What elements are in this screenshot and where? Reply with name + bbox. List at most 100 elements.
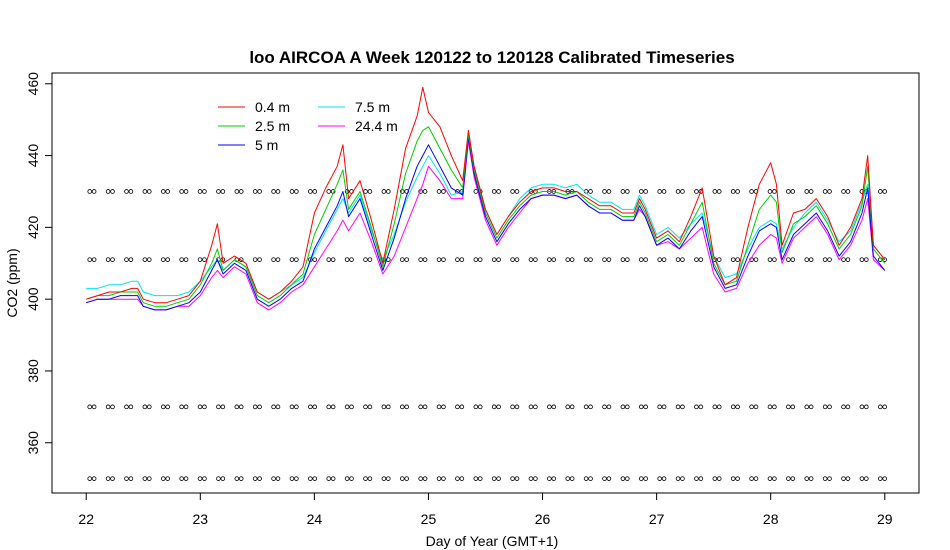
reference-marker	[418, 476, 423, 481]
reference-marker	[675, 257, 681, 262]
x-tick-label: 27	[649, 511, 665, 527]
reference-marker	[602, 476, 607, 481]
reference-marker	[496, 257, 501, 262]
reference-marker	[827, 476, 832, 481]
legend: 0.4 m 2.5 m 5 m 7.5 m 24.4 m	[218, 99, 398, 153]
reference-marker	[275, 257, 281, 262]
y-tick-label: 400	[25, 287, 41, 311]
reference-marker	[477, 257, 483, 262]
reference-marker	[588, 189, 593, 194]
reference-marker	[606, 257, 612, 262]
reference-marker	[330, 404, 336, 410]
reference-marker	[496, 189, 501, 194]
reference-marker	[418, 257, 423, 262]
reference-marker	[661, 404, 667, 410]
x-tick-label: 28	[763, 511, 779, 527]
reference-marker	[661, 476, 667, 481]
reference-marker	[822, 189, 828, 194]
reference-marker	[422, 257, 428, 262]
reference-marker	[712, 189, 718, 194]
reference-marker	[105, 404, 111, 410]
reference-marker	[735, 189, 740, 194]
reference-marker	[165, 476, 170, 481]
reference-marker	[551, 257, 557, 262]
reference-marker	[179, 404, 184, 410]
y-tick-label: 360	[25, 431, 41, 455]
reference-marker	[381, 476, 387, 481]
reference-marker	[675, 189, 681, 194]
reference-marker	[160, 257, 166, 262]
reference-marker	[202, 476, 207, 481]
y-axis: 360 380 400 420 440 460	[25, 72, 52, 455]
reference-marker	[510, 257, 515, 262]
reference-marker	[588, 404, 593, 410]
reference-marker	[289, 476, 295, 481]
reference-marker	[845, 189, 851, 194]
reference-marker	[289, 257, 295, 262]
reference-marker	[294, 257, 299, 262]
y-tick-label: 460	[25, 72, 41, 96]
reference-marker	[422, 476, 428, 481]
reference-marker	[882, 257, 887, 262]
reference-marker	[105, 257, 111, 262]
reference-marker	[418, 404, 423, 410]
reference-marker	[124, 189, 129, 194]
reference-marker	[643, 476, 648, 481]
reference-marker	[716, 404, 722, 410]
reference-marker	[271, 257, 276, 262]
reference-marker	[312, 476, 318, 481]
reference-marker	[367, 404, 373, 410]
reference-marker	[528, 257, 534, 262]
reference-marker	[312, 257, 318, 262]
reference-marker	[620, 476, 626, 481]
reference-marker	[772, 404, 777, 410]
reference-marker	[822, 476, 828, 481]
reference-marker	[257, 189, 262, 194]
reference-marker	[183, 476, 189, 481]
reference-marker	[859, 476, 865, 481]
reference-marker	[183, 257, 189, 262]
reference-marker	[877, 476, 883, 481]
reference-marker	[349, 476, 354, 481]
reference-marker	[91, 257, 97, 262]
reference-marker	[877, 189, 883, 194]
reference-marker	[565, 404, 571, 410]
reference-marker	[477, 476, 483, 481]
reference-marker	[547, 257, 552, 262]
reference-marker	[455, 404, 460, 410]
reference-marker	[620, 404, 626, 410]
reference-marker	[625, 476, 630, 481]
reference-marker	[385, 476, 391, 481]
reference-marker	[841, 476, 846, 481]
reference-marker	[730, 257, 736, 262]
reference-marker	[124, 257, 129, 262]
reference-marker	[822, 257, 828, 262]
reference-marker	[528, 404, 534, 410]
reference-marker	[459, 476, 465, 481]
reference-marker	[712, 476, 718, 481]
reference-marker	[308, 404, 313, 410]
reference-marker	[841, 257, 846, 262]
reference-marker	[124, 476, 129, 481]
series-line-24-4-m	[86, 140, 886, 311]
reference-marker	[381, 189, 387, 194]
reference-marker	[694, 257, 699, 262]
reference-marker	[105, 476, 111, 481]
reference-marker	[528, 476, 534, 481]
reference-marker	[197, 476, 203, 481]
reference-marker	[827, 404, 832, 410]
reference-marker	[730, 189, 736, 194]
series-lines	[86, 86, 886, 311]
reference-marker	[808, 257, 814, 262]
reference-marker	[694, 476, 699, 481]
reference-marker	[234, 189, 240, 194]
reference-marker	[730, 476, 736, 481]
reference-marker	[294, 476, 299, 481]
reference-marker	[473, 476, 479, 481]
reference-marker	[804, 189, 810, 194]
x-tick-label: 22	[78, 511, 94, 527]
reference-marker	[510, 404, 515, 410]
reference-marker	[308, 476, 313, 481]
reference-marker	[583, 476, 589, 481]
reference-marker	[216, 189, 221, 194]
